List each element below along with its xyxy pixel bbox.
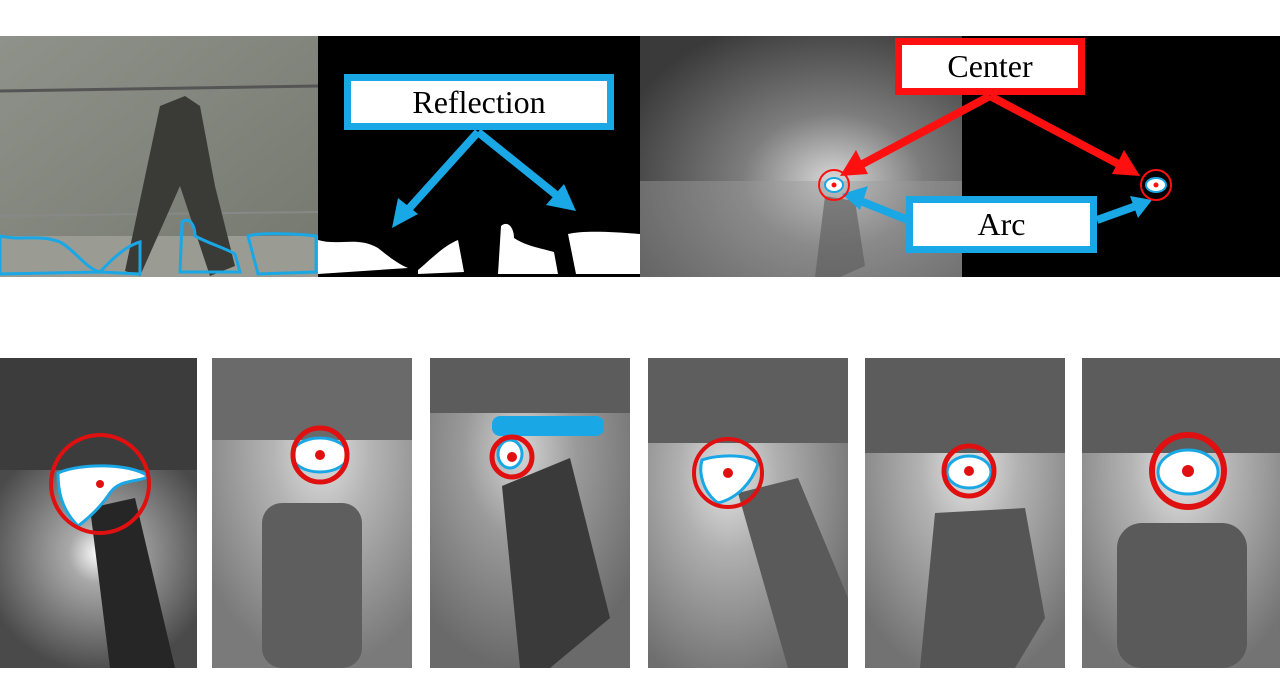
arc-callout: Arc — [906, 196, 1097, 253]
reflection-callout: Reflection — [344, 74, 614, 130]
panel-arc-detection-2 — [212, 358, 412, 668]
panel-arc-detection-5 — [865, 358, 1065, 668]
panel-arc-detection-4 — [648, 358, 848, 668]
panel-arc-detection-6 — [1082, 358, 1280, 668]
panel-arc-detection-3 — [430, 358, 630, 668]
panel-original-reflection — [0, 36, 318, 277]
panel-reflection-mask — [318, 36, 640, 277]
center-callout: Center — [895, 38, 1085, 95]
panel-arc-detection-1 — [0, 358, 197, 668]
